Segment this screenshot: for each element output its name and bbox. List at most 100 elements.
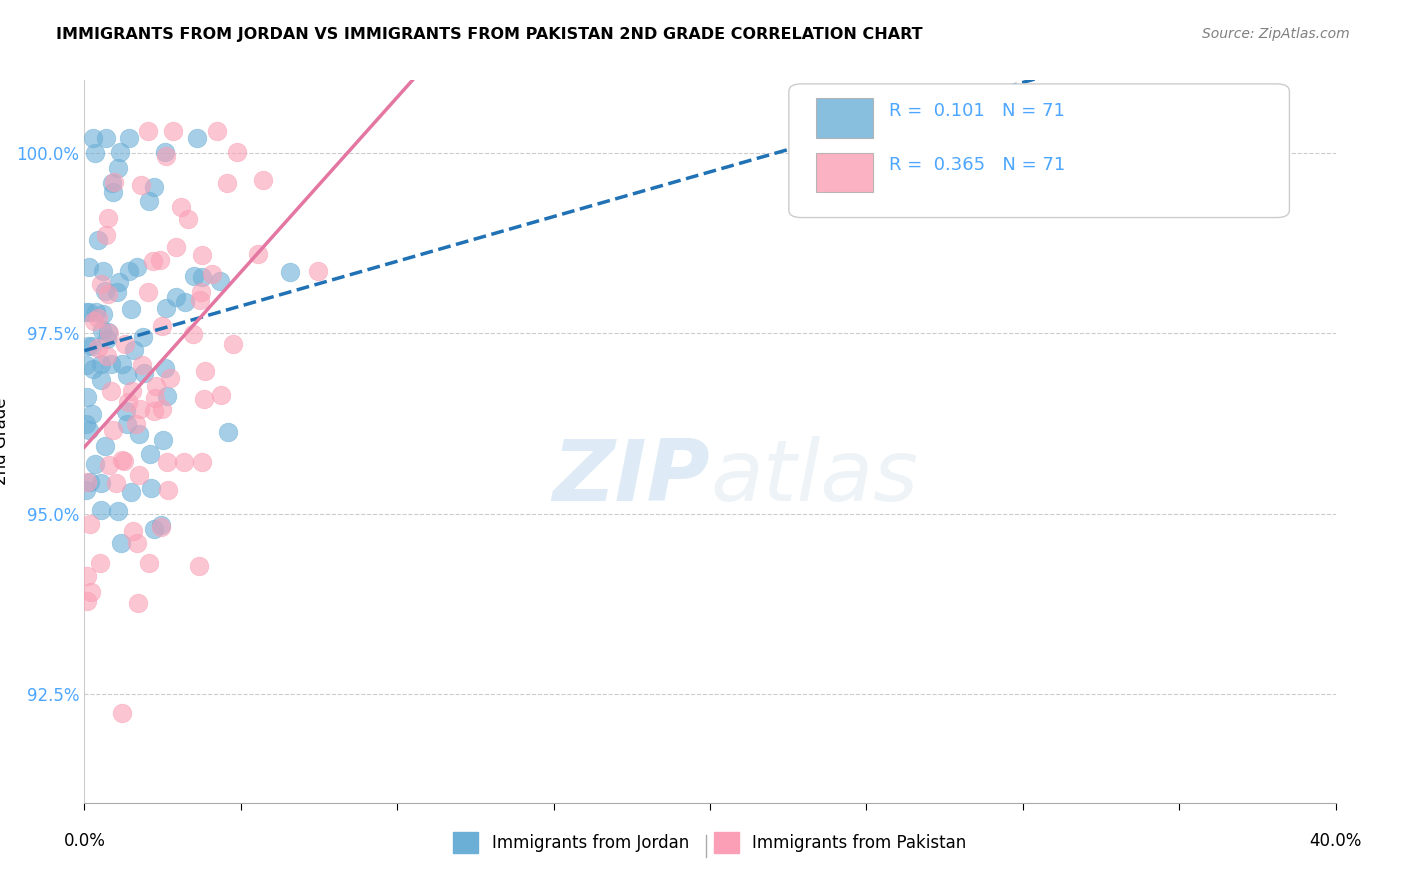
- Point: [143, 392, 166, 406]
- Point: [150, 318, 173, 333]
- Point: [138, 557, 160, 571]
- Point: [307, 263, 329, 277]
- Point: [188, 293, 211, 307]
- Point: [84, 305, 107, 319]
- Point: [209, 388, 232, 402]
- FancyBboxPatch shape: [789, 84, 1289, 218]
- Point: [94, 439, 117, 453]
- Point: [169, 200, 191, 214]
- Point: [191, 455, 214, 469]
- Point: [142, 522, 165, 536]
- Point: [205, 124, 228, 138]
- Point: [90, 476, 112, 491]
- Point: [252, 173, 274, 187]
- Point: [75, 417, 97, 431]
- Point: [132, 330, 155, 344]
- Point: [86, 311, 108, 326]
- Point: [217, 425, 239, 440]
- Point: [96, 332, 118, 346]
- Point: [94, 228, 117, 243]
- Point: [75, 358, 97, 372]
- Point: [143, 180, 166, 194]
- Point: [128, 468, 150, 483]
- Point: [100, 384, 122, 399]
- Point: [76, 568, 98, 582]
- Point: [121, 384, 143, 398]
- Point: [80, 339, 103, 353]
- Point: [90, 357, 112, 371]
- Point: [208, 274, 231, 288]
- Text: Source: ZipAtlas.com: Source: ZipAtlas.com: [1202, 27, 1350, 41]
- Point: [103, 175, 125, 189]
- Point: [145, 379, 167, 393]
- Point: [108, 275, 131, 289]
- Point: [87, 341, 110, 355]
- Point: [157, 483, 180, 497]
- Point: [142, 253, 165, 268]
- Point: [155, 149, 177, 163]
- Point: [82, 131, 104, 145]
- Point: [101, 185, 124, 199]
- Point: [111, 706, 134, 720]
- Point: [141, 481, 163, 495]
- Point: [136, 124, 159, 138]
- Point: [149, 252, 172, 267]
- Point: [165, 240, 187, 254]
- Point: [100, 357, 122, 371]
- Point: [173, 455, 195, 469]
- Point: [97, 211, 120, 225]
- Point: [194, 364, 217, 378]
- Point: [128, 426, 150, 441]
- Point: [125, 260, 148, 274]
- Point: [191, 248, 214, 262]
- Point: [155, 301, 177, 315]
- Point: [153, 361, 176, 376]
- Point: [222, 336, 245, 351]
- Point: [107, 503, 129, 517]
- Point: [156, 455, 179, 469]
- Point: [98, 458, 121, 472]
- Point: [120, 302, 142, 317]
- Point: [122, 343, 145, 357]
- Point: [183, 269, 205, 284]
- Point: [75, 483, 97, 498]
- Point: [115, 417, 138, 431]
- Point: [93, 285, 115, 299]
- Point: [75, 305, 97, 319]
- Point: [121, 524, 143, 539]
- Point: [91, 323, 114, 337]
- Point: [124, 417, 146, 431]
- Point: [90, 503, 112, 517]
- Point: [115, 404, 138, 418]
- Point: [188, 559, 211, 574]
- Point: [117, 394, 139, 409]
- Point: [190, 285, 212, 300]
- Text: R =  0.101   N = 71: R = 0.101 N = 71: [889, 102, 1064, 120]
- Point: [96, 131, 118, 145]
- Point: [83, 457, 105, 471]
- Point: [77, 339, 100, 353]
- Text: ZIP: ZIP: [553, 436, 710, 519]
- Text: IMMIGRANTS FROM JORDAN VS IMMIGRANTS FROM PAKISTAN 2ND GRADE CORRELATION CHART: IMMIGRANTS FROM JORDAN VS IMMIGRANTS FRO…: [56, 27, 922, 42]
- Point: [96, 349, 118, 363]
- Point: [83, 145, 105, 160]
- Point: [153, 145, 176, 160]
- Point: [159, 370, 181, 384]
- Point: [104, 475, 127, 490]
- Point: [118, 264, 141, 278]
- Point: [150, 517, 173, 532]
- Point: [139, 446, 162, 460]
- Point: [156, 389, 179, 403]
- Point: [76, 475, 98, 490]
- Point: [77, 304, 100, 318]
- Point: [110, 145, 132, 159]
- Text: 0.0%: 0.0%: [63, 831, 105, 850]
- Point: [100, 176, 122, 190]
- Point: [138, 194, 160, 208]
- Point: [162, 124, 184, 138]
- Point: [112, 454, 135, 468]
- Point: [103, 423, 125, 437]
- Text: atlas: atlas: [710, 436, 918, 519]
- Text: 40.0%: 40.0%: [1309, 831, 1362, 850]
- Point: [186, 131, 208, 145]
